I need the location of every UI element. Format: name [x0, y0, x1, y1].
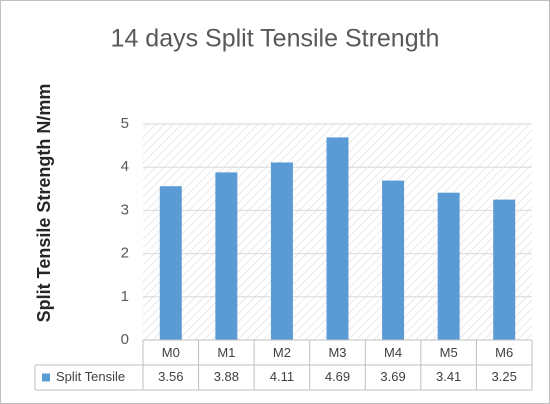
x-tick-label: M5	[440, 345, 458, 360]
y-axis-label: Split Tensile Strength N/mm	[34, 84, 54, 323]
bar	[270, 162, 293, 340]
bar	[326, 137, 349, 340]
x-tick-label: M3	[328, 345, 346, 360]
x-tick-label: M4	[384, 345, 402, 360]
y-tick-label: 2	[121, 245, 129, 262]
legend-label: Split Tensile	[56, 369, 125, 384]
x-tick-label: M6	[495, 345, 513, 360]
table-value: 3.69	[380, 369, 405, 384]
x-tick-label: M0	[162, 345, 180, 360]
chart-title: 14 days Split Tensile Strength	[111, 25, 440, 53]
bar	[159, 186, 182, 340]
table-value: 3.88	[214, 369, 239, 384]
bar	[493, 199, 516, 340]
table-value: 3.41	[436, 369, 461, 384]
legend-key	[42, 373, 50, 382]
bar	[437, 192, 460, 340]
y-tick-label: 3	[121, 201, 129, 218]
table-value: 3.25	[492, 369, 517, 384]
y-tick-label: 0	[121, 331, 129, 348]
y-tick-label: 5	[121, 115, 129, 132]
table-value: 3.56	[158, 369, 183, 384]
x-tick-label: M1	[217, 345, 235, 360]
x-tick-label: M2	[273, 345, 291, 360]
bar	[382, 180, 405, 340]
y-tick-label: 4	[121, 158, 129, 175]
bar	[215, 172, 238, 340]
table-value: 4.11	[270, 369, 294, 384]
table-value: 4.69	[325, 369, 350, 384]
y-tick-label: 1	[121, 288, 129, 305]
